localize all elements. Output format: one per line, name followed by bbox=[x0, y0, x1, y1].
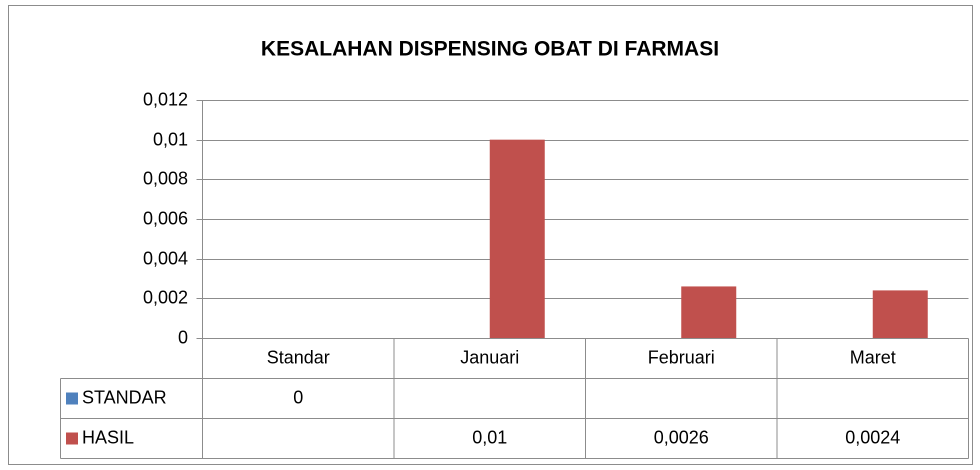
data-table-value: 0,01 bbox=[472, 427, 507, 447]
x-tick-label: Januari bbox=[460, 347, 519, 367]
y-tick-label: 0,01 bbox=[153, 129, 188, 149]
y-tick-label: 0,004 bbox=[143, 248, 188, 268]
legend-label: HASIL bbox=[82, 427, 134, 447]
legend-label: STANDAR bbox=[82, 387, 167, 407]
x-tick-label: Standar bbox=[267, 347, 330, 367]
x-tick-label: Maret bbox=[850, 347, 896, 367]
data-table-value: 0,0024 bbox=[845, 427, 900, 447]
bar bbox=[681, 286, 737, 338]
legend-swatch bbox=[66, 392, 78, 405]
legend-swatch bbox=[66, 432, 78, 445]
bar bbox=[872, 290, 928, 338]
x-tick-label: Februari bbox=[648, 347, 715, 367]
data-table-value: 0 bbox=[293, 387, 303, 407]
chart-title: KESALAHAN DISPENSING OBAT DI FARMASI bbox=[261, 38, 719, 61]
y-tick-label: 0,002 bbox=[143, 287, 188, 307]
y-tick-label: 0,008 bbox=[143, 168, 188, 188]
bar bbox=[489, 139, 545, 338]
y-tick-label: 0,006 bbox=[143, 208, 188, 228]
y-tick-label: 0 bbox=[178, 327, 188, 347]
data-table-value: 0,0026 bbox=[654, 427, 709, 447]
y-tick-label: 0,012 bbox=[143, 89, 188, 109]
